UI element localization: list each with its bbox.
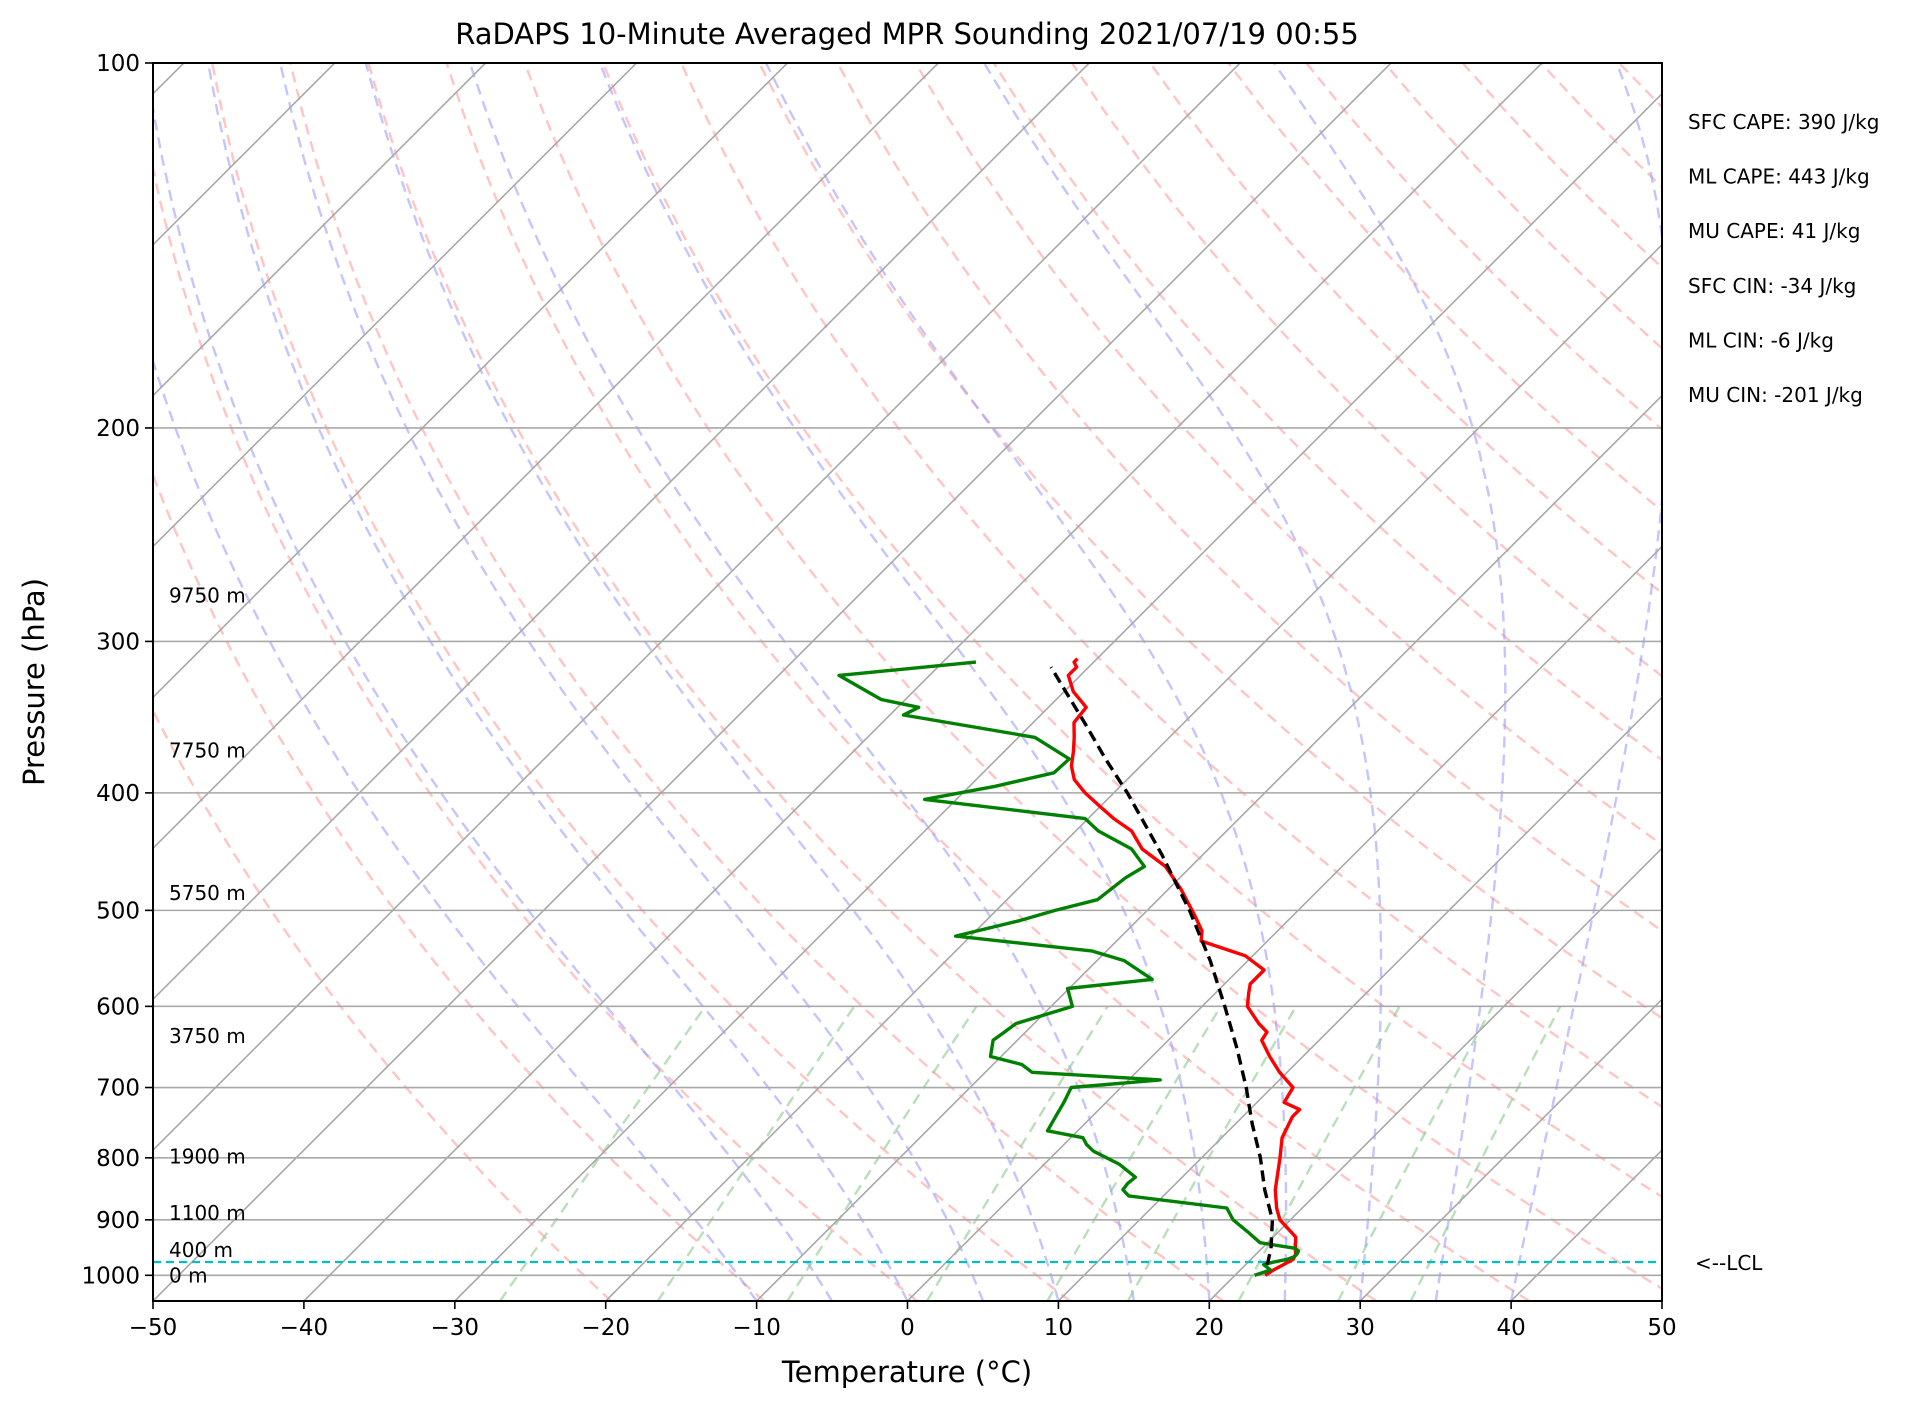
x-tick-label: −10	[732, 1315, 781, 1341]
moist-adiabat	[279, 63, 985, 1301]
isotherm	[906, 545, 1662, 1301]
y-tick-label: 700	[96, 1076, 140, 1102]
isotherm	[756, 394, 1662, 1301]
isotherm	[153, 63, 487, 397]
mixing-ratio-line	[1337, 1005, 1494, 1301]
height-label: 1100 m	[169, 1201, 246, 1225]
y-tick-label: 200	[96, 416, 140, 442]
isotherm	[605, 243, 1662, 1301]
x-tick-label: −50	[129, 1315, 178, 1341]
dry-adiabat	[211, 63, 1071, 1301]
x-tick-label: 30	[1346, 1315, 1375, 1341]
dry-adiabat	[523, 63, 1662, 1291]
isotherm	[153, 63, 788, 699]
isotherm	[1359, 998, 1662, 1301]
x-tick-label: −20	[581, 1315, 630, 1341]
dry-adiabat	[758, 63, 1662, 1020]
x-tick-label: 10	[1044, 1315, 1073, 1341]
y-tick-label: 800	[96, 1146, 140, 1172]
height-label: 0 m	[169, 1263, 208, 1287]
dry-adiabat	[1070, 63, 1662, 678]
mixing-ratio-line	[786, 1005, 978, 1301]
height-label: 7750 m	[169, 738, 246, 762]
moist-adiabat	[153, 101, 834, 1301]
x-tick-label: −40	[280, 1315, 329, 1341]
dewpoint-line	[837, 660, 1301, 1277]
isotherm	[1208, 847, 1662, 1301]
mixing-ratio-line	[656, 1005, 856, 1301]
height-label: 400 m	[169, 1238, 233, 1262]
x-tick-label: 50	[1647, 1315, 1676, 1341]
y-tick-label: 1000	[81, 1263, 140, 1289]
background-lines	[153, 63, 1662, 1301]
moist-adiabat	[364, 63, 1060, 1301]
moist-adiabat	[1273, 63, 1507, 1301]
height-label: 3750 m	[169, 1024, 246, 1048]
isotherm	[153, 63, 1392, 1301]
dry-adiabat	[153, 471, 765, 1301]
x-tick-label: −30	[431, 1315, 480, 1341]
grid	[153, 63, 1662, 1301]
dry-adiabat	[680, 63, 1662, 1109]
moist-adiabat	[1509, 63, 1662, 1301]
moist-adiabat	[206, 63, 909, 1301]
isotherm	[153, 63, 638, 548]
stat-annotation: ML CAPE: 443 J/kg	[1688, 165, 1870, 189]
moist-adiabat	[153, 357, 758, 1301]
height-label: 1900 m	[169, 1145, 246, 1169]
data-lines	[153, 657, 1662, 1277]
stat-annotation: SFC CIN: -34 J/kg	[1688, 274, 1856, 298]
mixing-ratio-line	[1126, 1005, 1298, 1301]
y-tick-label: 100	[96, 51, 140, 77]
mixing-ratio-line	[499, 1005, 707, 1301]
parcel-line	[1049, 666, 1275, 1266]
isotherm	[153, 63, 939, 850]
lcl-label: <--LCL	[1695, 1251, 1763, 1275]
stats-annotations: SFC CAPE: 390 J/kg ML CAPE: 443 J/kg MU CA…	[1688, 110, 1879, 407]
y-axis-label: Pressure (hPa)	[17, 578, 51, 786]
dry-adiabat	[289, 63, 1224, 1301]
x-tick-label: 20	[1195, 1315, 1224, 1341]
axis-ticks: −50 −40 −30 −20 −10 0 10 20 30 40 50 100 200 300 400 50…	[81, 51, 1676, 1341]
temperature-line	[1066, 657, 1302, 1277]
stat-annotation: MU CIN: -201 J/kg	[1688, 383, 1863, 407]
dry-adiabat	[914, 63, 1662, 847]
y-tick-label: 900	[96, 1208, 140, 1234]
height-label: 9750 m	[169, 584, 246, 608]
dry-adiabat	[1149, 63, 1662, 595]
stat-annotation: ML CIN: -6 J/kg	[1688, 328, 1834, 352]
isotherm	[303, 63, 1543, 1301]
moist-adiabat	[468, 63, 1135, 1301]
y-tick-label: 300	[96, 629, 140, 655]
isotherm	[1057, 696, 1662, 1301]
stat-annotation: SFC CAPE: 390 J/kg	[1688, 110, 1879, 134]
x-tick-label: 40	[1496, 1315, 1525, 1341]
dry-adiabat	[153, 162, 918, 1301]
height-label: 5750 m	[169, 881, 246, 905]
dry-adiabat	[367, 63, 1377, 1301]
y-tick-label: 600	[96, 994, 140, 1020]
x-tick-label: 0	[900, 1315, 915, 1341]
isotherm	[153, 63, 1090, 1001]
stat-annotation: MU CAPE: 41 J/kg	[1688, 219, 1860, 243]
moist-adiabat	[764, 63, 1288, 1301]
dry-adiabat	[601, 63, 1662, 1199]
x-axis-label: Temperature (°C)	[781, 1355, 1032, 1389]
isotherm	[153, 63, 1241, 1152]
chart-title: RaDAPS 10-Minute Averaged MPR Sounding 2…	[455, 17, 1359, 51]
isotherm	[454, 92, 1662, 1301]
y-tick-label: 500	[96, 898, 140, 924]
y-tick-label: 400	[96, 781, 140, 807]
